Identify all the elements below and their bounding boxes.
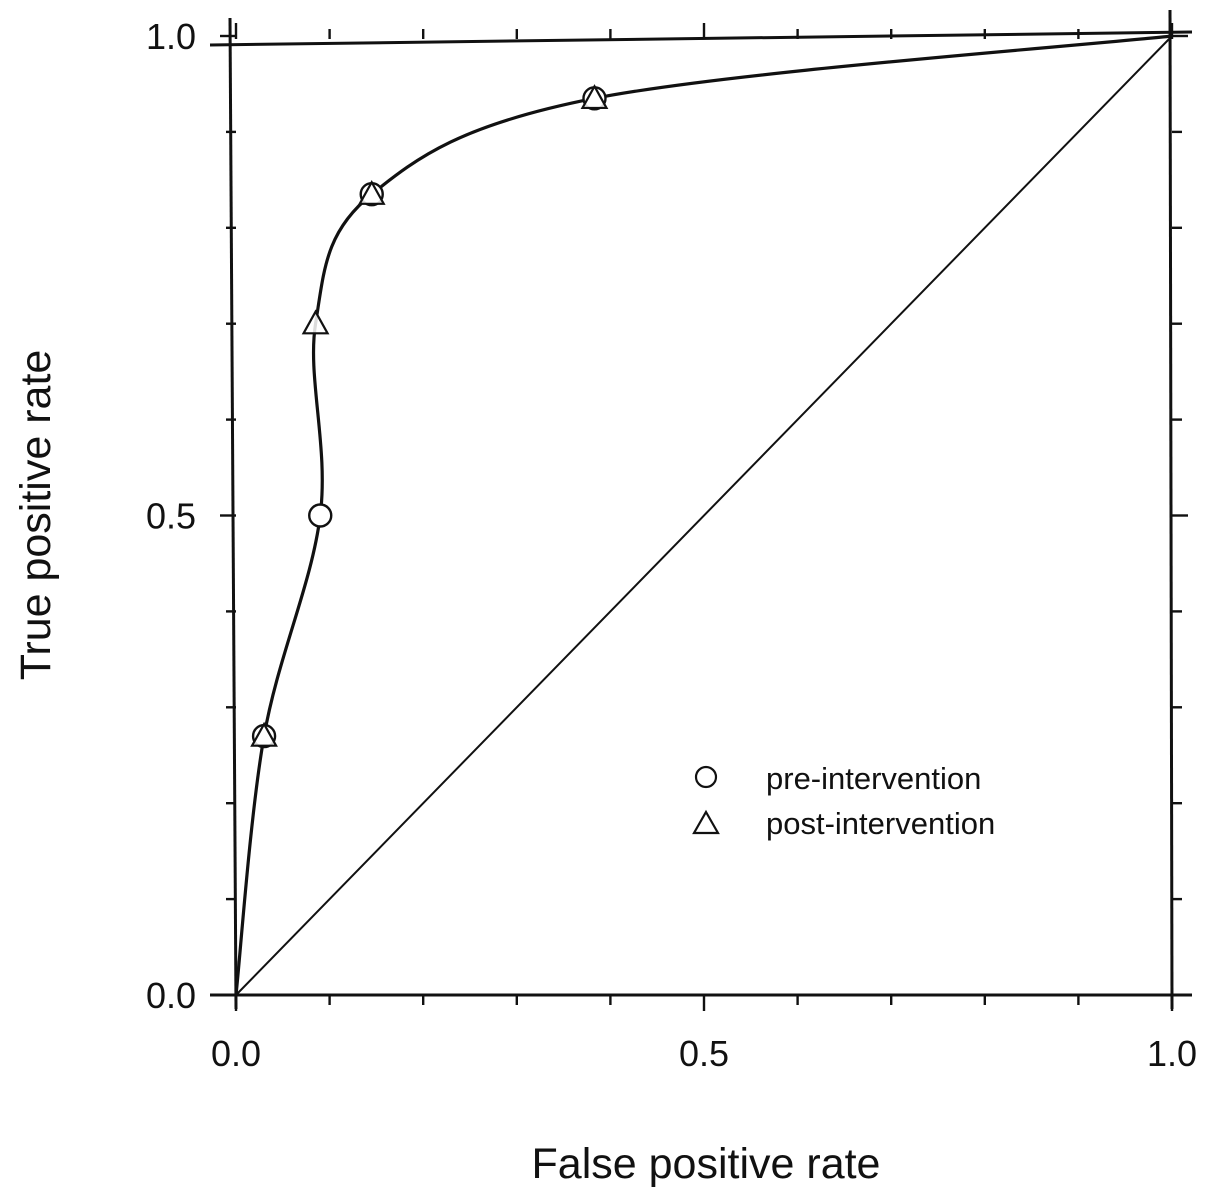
- plot-frame: [209, 9, 1193, 1010]
- y-axis-label: True positive rate: [12, 350, 60, 681]
- post-intervention-point: [580, 84, 609, 110]
- legend-circle-marker: [694, 765, 718, 789]
- post-intervention-point: [250, 721, 278, 747]
- y-axis-left-line: [228, 17, 238, 1010]
- chance-diagonal-line: [235, 35, 1173, 996]
- data-markers: [250, 84, 609, 749]
- y-tick-label: 0.5: [146, 496, 196, 537]
- axis-ticks: [220, 23, 1188, 1011]
- legend-label-pre: pre-intervention: [766, 761, 981, 796]
- x-tick-label: 0.5: [679, 1033, 729, 1074]
- pre-intervention-point: [308, 503, 333, 528]
- y-tick-label: 0.0: [146, 975, 196, 1016]
- x-axis-label: False positive rate: [532, 1140, 881, 1188]
- y-tick-label: 1.0: [146, 16, 196, 57]
- y-axis-right-line: [1168, 9, 1174, 1010]
- post-intervention-point: [301, 309, 330, 335]
- x-axis-top-line: [209, 30, 1193, 47]
- legend: pre-intervention post-intervention: [692, 761, 995, 841]
- x-tick-label: 0.0: [211, 1033, 261, 1074]
- legend-label-post: post-intervention: [766, 806, 995, 841]
- x-tick-label: 1.0: [1147, 1033, 1197, 1074]
- legend-triangle-marker: [692, 809, 720, 835]
- post-intervention-point: [357, 179, 386, 205]
- axis-tick-labels: 0.0 0.5 1.0 0.0 0.5 1.0: [146, 16, 1197, 1074]
